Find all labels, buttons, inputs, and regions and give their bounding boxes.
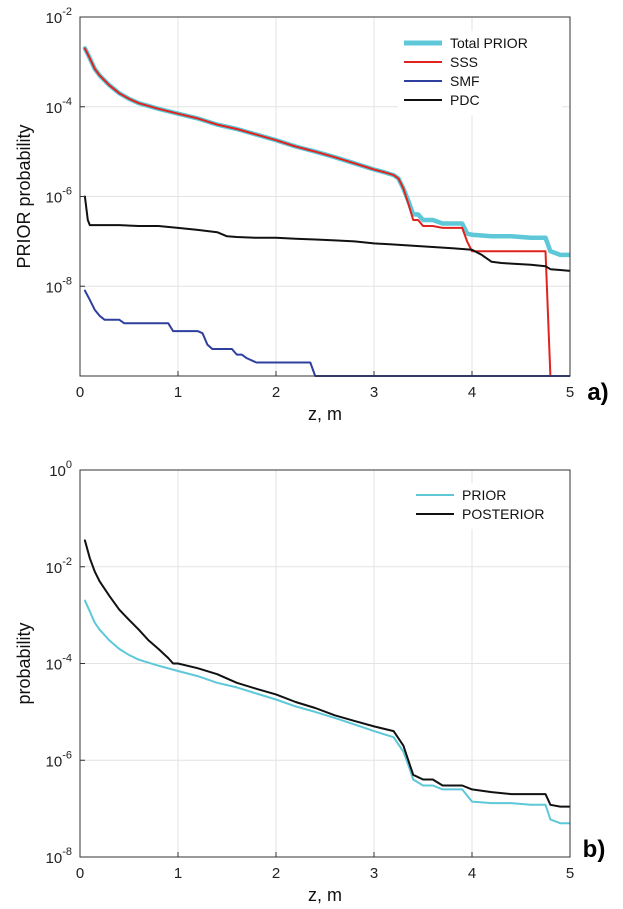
x-tick-label: 2 (272, 384, 280, 401)
series-line-sss (83, 47, 552, 377)
x-axis-label: z, m (308, 404, 342, 424)
legend: PRIOR POSTERIOR (410, 483, 562, 529)
x-tick-label: 3 (370, 865, 378, 882)
x-axis-label: z, m (308, 885, 342, 905)
panel-a: 0 1 2 3 4 5 10-2 10-4 10-6 10-8 z, m PRIOR probabil… (14, 6, 609, 424)
legend-label: PDC (450, 92, 480, 108)
legend-box (410, 483, 562, 529)
legend-label: POSTERIOR (462, 506, 544, 522)
x-tick-label: 4 (468, 384, 476, 401)
y-tick-label: 10-8 (46, 846, 72, 867)
y-tick-label: 100 (49, 459, 72, 480)
x-tick-label: 3 (370, 384, 378, 401)
legend-label: Total PRIOR (450, 35, 528, 51)
y-tick-label: 10-2 (46, 556, 72, 577)
series-line-pdc (83, 195, 570, 272)
y-axis-label: probability (14, 622, 34, 704)
y-tick-label: 10-6 (46, 749, 72, 770)
legend-label: PRIOR (462, 487, 506, 503)
x-tick-label: 1 (174, 384, 182, 401)
series-line-prior (83, 599, 570, 825)
y-tick-label: 10-8 (46, 275, 72, 296)
series-group (82, 46, 570, 377)
panel-b: 0 1 2 3 4 5 100 10-2 10-4 10-6 10-8 z, m probability… (14, 459, 605, 905)
y-tick-label: 10-2 (46, 6, 72, 27)
x-tick-label: 0 (76, 865, 84, 882)
y-tick-label: 10-6 (46, 186, 72, 207)
x-tick-label: 4 (468, 865, 476, 882)
legend-label: SSS (450, 54, 478, 70)
y-axis-label: PRIOR probability (14, 124, 34, 268)
series-line-smf (83, 289, 570, 377)
x-tick-label: 5 (566, 865, 574, 882)
x-tick-label: 5 (566, 384, 574, 401)
panel-label: b) (583, 836, 606, 863)
x-tick-label: 0 (76, 384, 84, 401)
y-tick-label: 10-4 (46, 96, 72, 117)
x-tick-label: 2 (272, 865, 280, 882)
series-group (83, 539, 570, 825)
legend: Total PRIOR SSS SMF PDC (398, 31, 562, 115)
legend-label: SMF (450, 73, 480, 89)
series-line-posterior (83, 539, 570, 808)
panel-label: a) (587, 379, 608, 406)
y-tick-label: 10-4 (46, 653, 72, 674)
x-tick-label: 1 (174, 865, 182, 882)
